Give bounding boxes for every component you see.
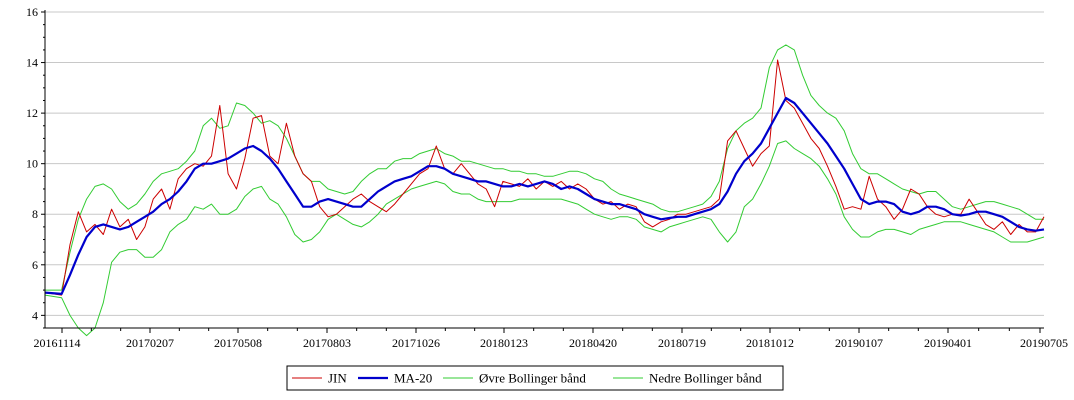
y-tick-label: 8 <box>32 207 38 221</box>
series-line-ma-20 <box>44 96 1045 295</box>
x-axis-ticks: 20161114 20170207 20170508 20170803 20171026… <box>33 328 1068 350</box>
plot-series <box>44 44 1045 337</box>
legend-label: JIN <box>328 371 347 386</box>
x-tick-label: 20180123 <box>480 336 528 350</box>
x-tick-label: 20170207 <box>126 336 174 350</box>
series-line-jin <box>44 59 1045 296</box>
series-line-lower <box>44 140 1045 337</box>
x-tick-label: 20170508 <box>214 336 262 350</box>
y-tick-label: 4 <box>32 308 38 322</box>
legend: JIN MA-20 Øvre Bollinger bånd Nedre Bolling… <box>286 365 784 391</box>
x-tick-label: 20161114 <box>33 336 80 350</box>
series-line-upper <box>45 44 1044 291</box>
x-tick-label: 20190705 <box>1020 336 1068 350</box>
legend-label: Øvre Bollinger bånd <box>479 371 586 386</box>
x-tick-label: 20180719 <box>658 336 706 350</box>
y-tick-label: 6 <box>32 258 38 272</box>
x-tick-label: 20190107 <box>835 336 883 350</box>
y-tick-label: 10 <box>26 157 38 171</box>
y-tick-label: 14 <box>26 56 38 70</box>
x-tick-label: 20171026 <box>392 336 440 350</box>
legend-label: Nedre Bollinger bånd <box>649 371 762 386</box>
y-tick-label: 16 <box>26 5 38 19</box>
x-tick-label: 20181012 <box>746 336 794 350</box>
x-tick-label: 20170803 <box>303 336 351 350</box>
x-tick-label: 20190401 <box>924 336 972 350</box>
x-tick-label: 20180420 <box>569 336 617 350</box>
legend-label: MA-20 <box>394 371 432 386</box>
y-axis-ticks: 4 6 8 10 12 14 16 <box>26 5 45 329</box>
y-tick-label: 12 <box>26 106 38 120</box>
